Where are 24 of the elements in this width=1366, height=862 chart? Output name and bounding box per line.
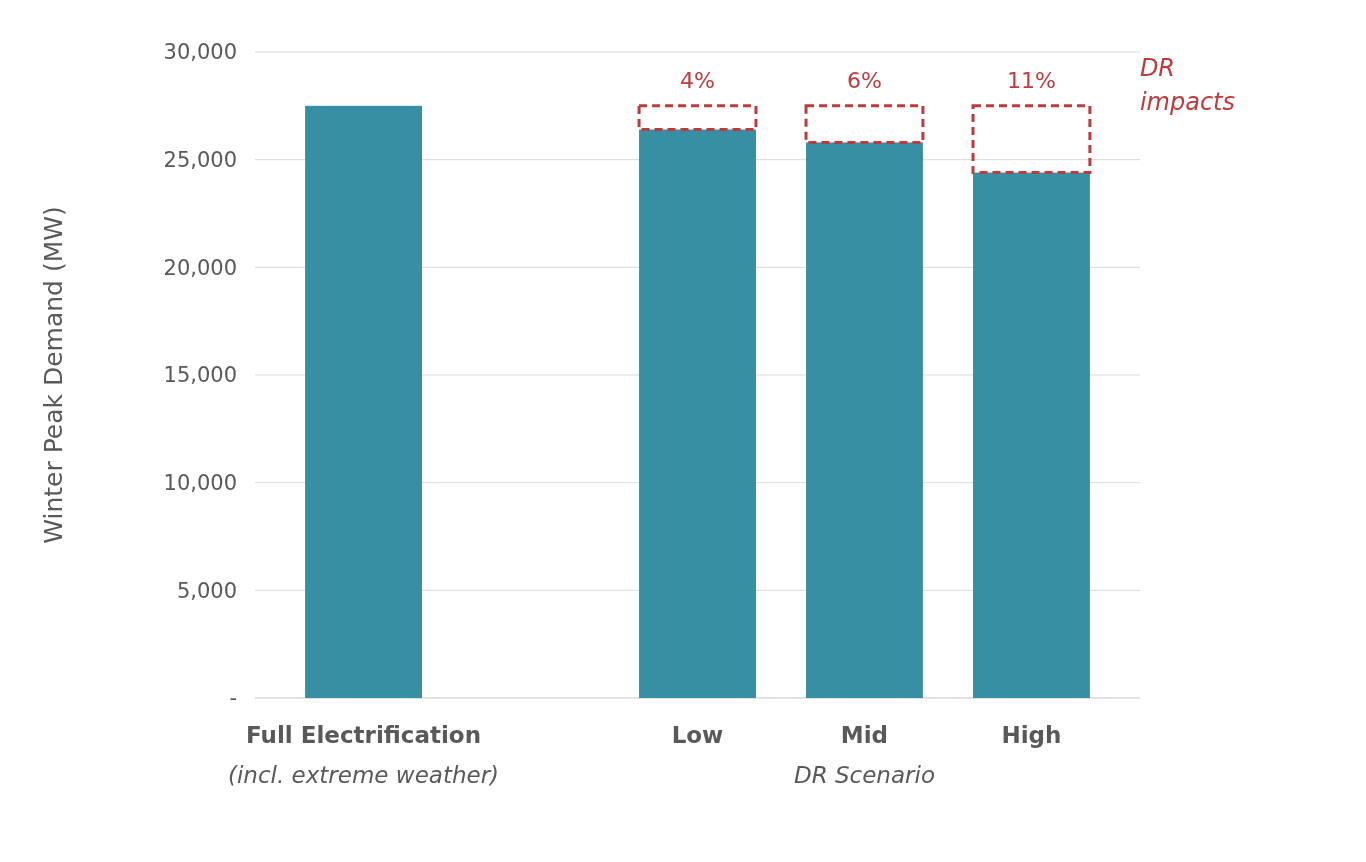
annotation: 6% <box>847 67 882 93</box>
bar <box>804 104 925 144</box>
x-tick-label: Full Electrification (incl. extreme weather) <box>227 722 500 788</box>
text: DR impacts <box>1139 53 1236 116</box>
annotation: 11% <box>1007 67 1056 93</box>
y-tick-label: 20,000 <box>163 255 237 280</box>
y-tick-label: 30,000 <box>163 40 237 65</box>
x-tick-label: Low <box>671 722 724 748</box>
annotation: 4% <box>680 67 715 93</box>
bar <box>973 172 1090 698</box>
y-tick-label: - <box>229 686 237 711</box>
y-tick-label: 10,000 <box>163 471 237 496</box>
y-tick-label: 25,000 <box>163 148 237 173</box>
bar <box>806 142 923 698</box>
y-axis-title: Winter Peak Demand (MW) <box>39 206 68 544</box>
bar <box>305 105 422 698</box>
y-tick-label: 15,000 <box>163 363 237 388</box>
bar <box>639 129 756 698</box>
text: DR Scenario <box>793 762 935 788</box>
bar <box>971 104 1092 175</box>
x-tick-label: Mid <box>840 722 889 748</box>
x-tick-label: High <box>1001 722 1062 748</box>
y-tick-label: 5,000 <box>176 578 237 603</box>
bar <box>637 104 758 132</box>
